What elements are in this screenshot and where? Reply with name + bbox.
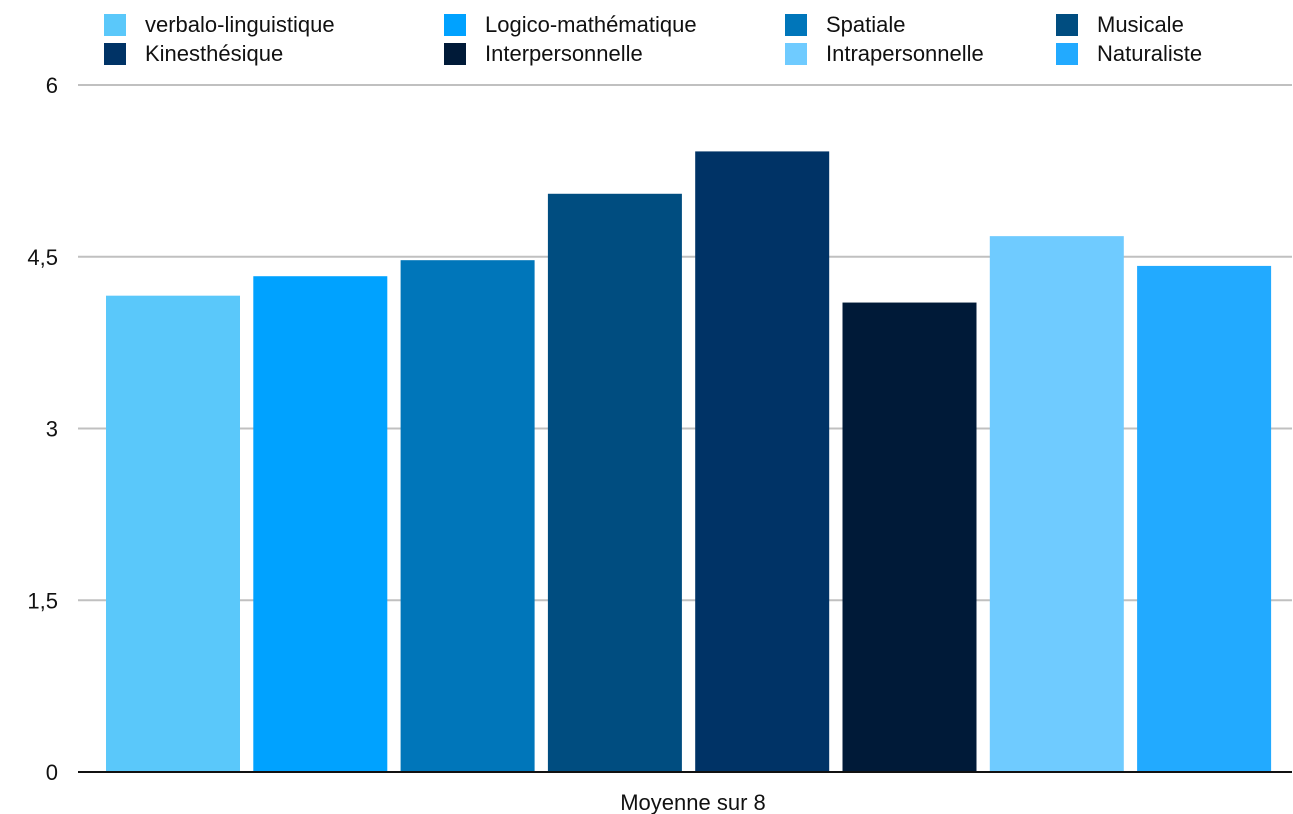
legend-item: Naturaliste (1056, 41, 1284, 66)
legend-label: Logico-mathématique (485, 12, 697, 37)
legend-swatch (444, 13, 466, 36)
legend: verbalo-linguistique Logico-mathématique S… (104, 12, 1284, 66)
bar-logico-math-matique (253, 276, 388, 772)
legend-item: Musicale (1056, 12, 1284, 37)
legend-item: Spatiale (785, 12, 1056, 37)
legend-item: Intrapersonnelle (785, 41, 1056, 66)
bar-naturaliste (1137, 265, 1272, 772)
legend-swatch (104, 42, 126, 65)
legend-label: Spatiale (826, 12, 906, 37)
y-tick-label: 6 (46, 73, 58, 98)
legend-item: Logico-mathématique (444, 12, 785, 37)
legend-swatch (785, 13, 807, 36)
y-tick-label: 3 (46, 417, 58, 442)
legend-item: verbalo-linguistique (104, 12, 444, 37)
legend-label: Intrapersonnelle (826, 41, 984, 66)
y-axis-ticks: 0 1,5 3 4,5 6 (27, 73, 58, 785)
legend-item: Interpersonnelle (444, 41, 785, 66)
bar-kinesth-sique (695, 151, 830, 772)
bar-verbalo-linguistique (106, 295, 240, 772)
legend-swatch (785, 42, 807, 65)
legend-label: Naturaliste (1097, 41, 1203, 66)
legend-label: verbalo-linguistique (145, 12, 335, 37)
bar-musicale (547, 193, 682, 772)
bar-intrapersonnelle (989, 236, 1124, 772)
x-category-label: Moyenne sur 8 (620, 790, 766, 814)
y-tick-label: 1,5 (27, 588, 58, 613)
legend-item: Kinesthésique (104, 41, 444, 66)
y-tick-label: 0 (46, 760, 58, 785)
legend-swatch (444, 42, 466, 65)
legend-swatch (1056, 13, 1078, 36)
legend-swatch (1056, 42, 1078, 65)
bars (106, 151, 1272, 772)
legend-swatch (104, 13, 126, 36)
legend-label: Musicale (1097, 12, 1184, 37)
bar-spatiale (400, 260, 535, 772)
y-tick-label: 4,5 (27, 245, 58, 270)
legend-label: Kinesthésique (145, 41, 284, 66)
legend-label: Interpersonnelle (485, 41, 643, 66)
bar-interpersonnelle (842, 302, 977, 772)
